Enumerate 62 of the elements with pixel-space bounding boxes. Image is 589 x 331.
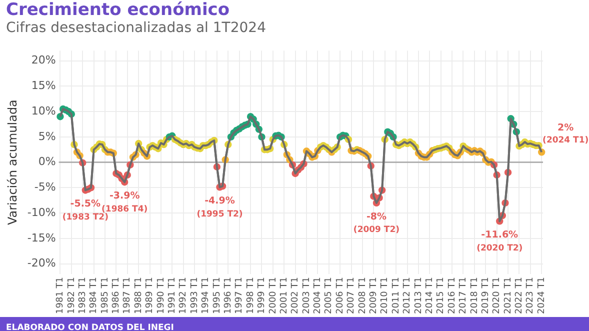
x-tick-label: 1992 T1 xyxy=(178,277,189,314)
annotation: -4.9% (1995 T2) xyxy=(196,196,243,220)
x-tick-label: 2006 T1 xyxy=(335,277,346,314)
x-tick-label: 2019 T1 xyxy=(480,277,491,314)
x-tick-label: 2018 T1 xyxy=(470,277,480,314)
annotation: -8% (2009 T2) xyxy=(353,211,400,236)
x-tick-label: 1991 T1 xyxy=(168,277,178,314)
x-tick-label: 1998 T1 xyxy=(246,277,256,314)
y-tick-label: -20% xyxy=(27,256,56,270)
y-tick-label: -5% xyxy=(34,180,56,194)
x-tick-label: 2021 T1 xyxy=(503,277,514,314)
x-tick-label: 1982 T1 xyxy=(66,277,77,314)
x-tick-label: 2024 T1 xyxy=(536,277,547,314)
y-tick-label: 10% xyxy=(31,104,56,118)
x-tick-label: 1988 T1 xyxy=(134,277,144,314)
x-tick-label: 2012 T1 xyxy=(402,277,413,314)
x-tick-label: 1989 T1 xyxy=(145,277,156,314)
y-tick-label: 0% xyxy=(38,155,56,168)
x-tick-label: 2016 T1 xyxy=(447,277,458,314)
x-tick-label: 2013 T1 xyxy=(414,277,424,314)
chart-title: Crecimiento económico xyxy=(6,0,230,20)
x-tick-label: 2002 T1 xyxy=(290,277,301,314)
x-tick-label: 1999 T1 xyxy=(257,277,268,314)
x-tick-label: 1993 T1 xyxy=(190,277,200,314)
x-tick-label: 1990 T1 xyxy=(156,277,166,314)
x-tick-label: 2020 T1 xyxy=(492,277,502,314)
x-tick-label: 1984 T1 xyxy=(89,277,100,314)
x-tick-label: 2023 T1 xyxy=(526,277,536,314)
x-tick-label: 2022 T1 xyxy=(514,277,525,314)
x-tick-label: 2010 T1 xyxy=(380,277,390,314)
annotation: 2% (2024 T1) xyxy=(542,122,589,146)
y-axis-title: Variación acumulada xyxy=(5,100,20,226)
x-tick-label: 1985 T1 xyxy=(100,277,110,314)
text: ELABORADO CON DATOS DEL INEGI xyxy=(6,323,174,331)
x-tick-label: 2011 T1 xyxy=(391,277,402,314)
x-tick-label: 1987 T1 xyxy=(122,277,133,314)
x-tick-label: 2000 T1 xyxy=(268,277,278,314)
x-tick-label: 1981 T1 xyxy=(56,277,66,314)
x-tick-label: 2015 T1 xyxy=(436,277,446,314)
x-tick-label: 2007 T1 xyxy=(346,277,357,314)
x-tick-label: 2017 T1 xyxy=(458,277,469,314)
x-tick-label: 2003 T1 xyxy=(302,277,312,314)
y-tick-label: 20% xyxy=(31,54,56,67)
x-tick-label: 2008 T1 xyxy=(358,277,368,314)
y-tick-label: -10% xyxy=(27,206,56,219)
x-tick-label: 1995 T1 xyxy=(212,277,222,314)
x-tick-label: 1983 T1 xyxy=(78,277,88,314)
chart-subtitle: Cifras desestacionalizadas al 1T2024 xyxy=(6,20,266,36)
x-tick-label: 1996 T1 xyxy=(223,277,234,314)
x-tick-label: 2014 T1 xyxy=(424,277,435,314)
y-tick-label: 5% xyxy=(38,130,56,143)
x-tick-label: 2001 T1 xyxy=(279,277,290,314)
y-tick-label: -15% xyxy=(27,231,56,244)
x-tick-label: 2005 T1 xyxy=(324,277,334,314)
y-tick-label: 15% xyxy=(31,79,56,92)
x-tick-label: 2004 T1 xyxy=(313,277,324,314)
x-tick-label: 1997 T1 xyxy=(234,277,245,314)
annotation: -11.6% (2020 T2) xyxy=(476,230,523,254)
x-tick-label: 2009 T1 xyxy=(369,277,380,314)
x-tick-label: 1994 T1 xyxy=(201,277,212,314)
x-tick-label: 1986 T1 xyxy=(112,277,122,314)
annotation: -3.9% (1986 T4) xyxy=(102,190,148,214)
